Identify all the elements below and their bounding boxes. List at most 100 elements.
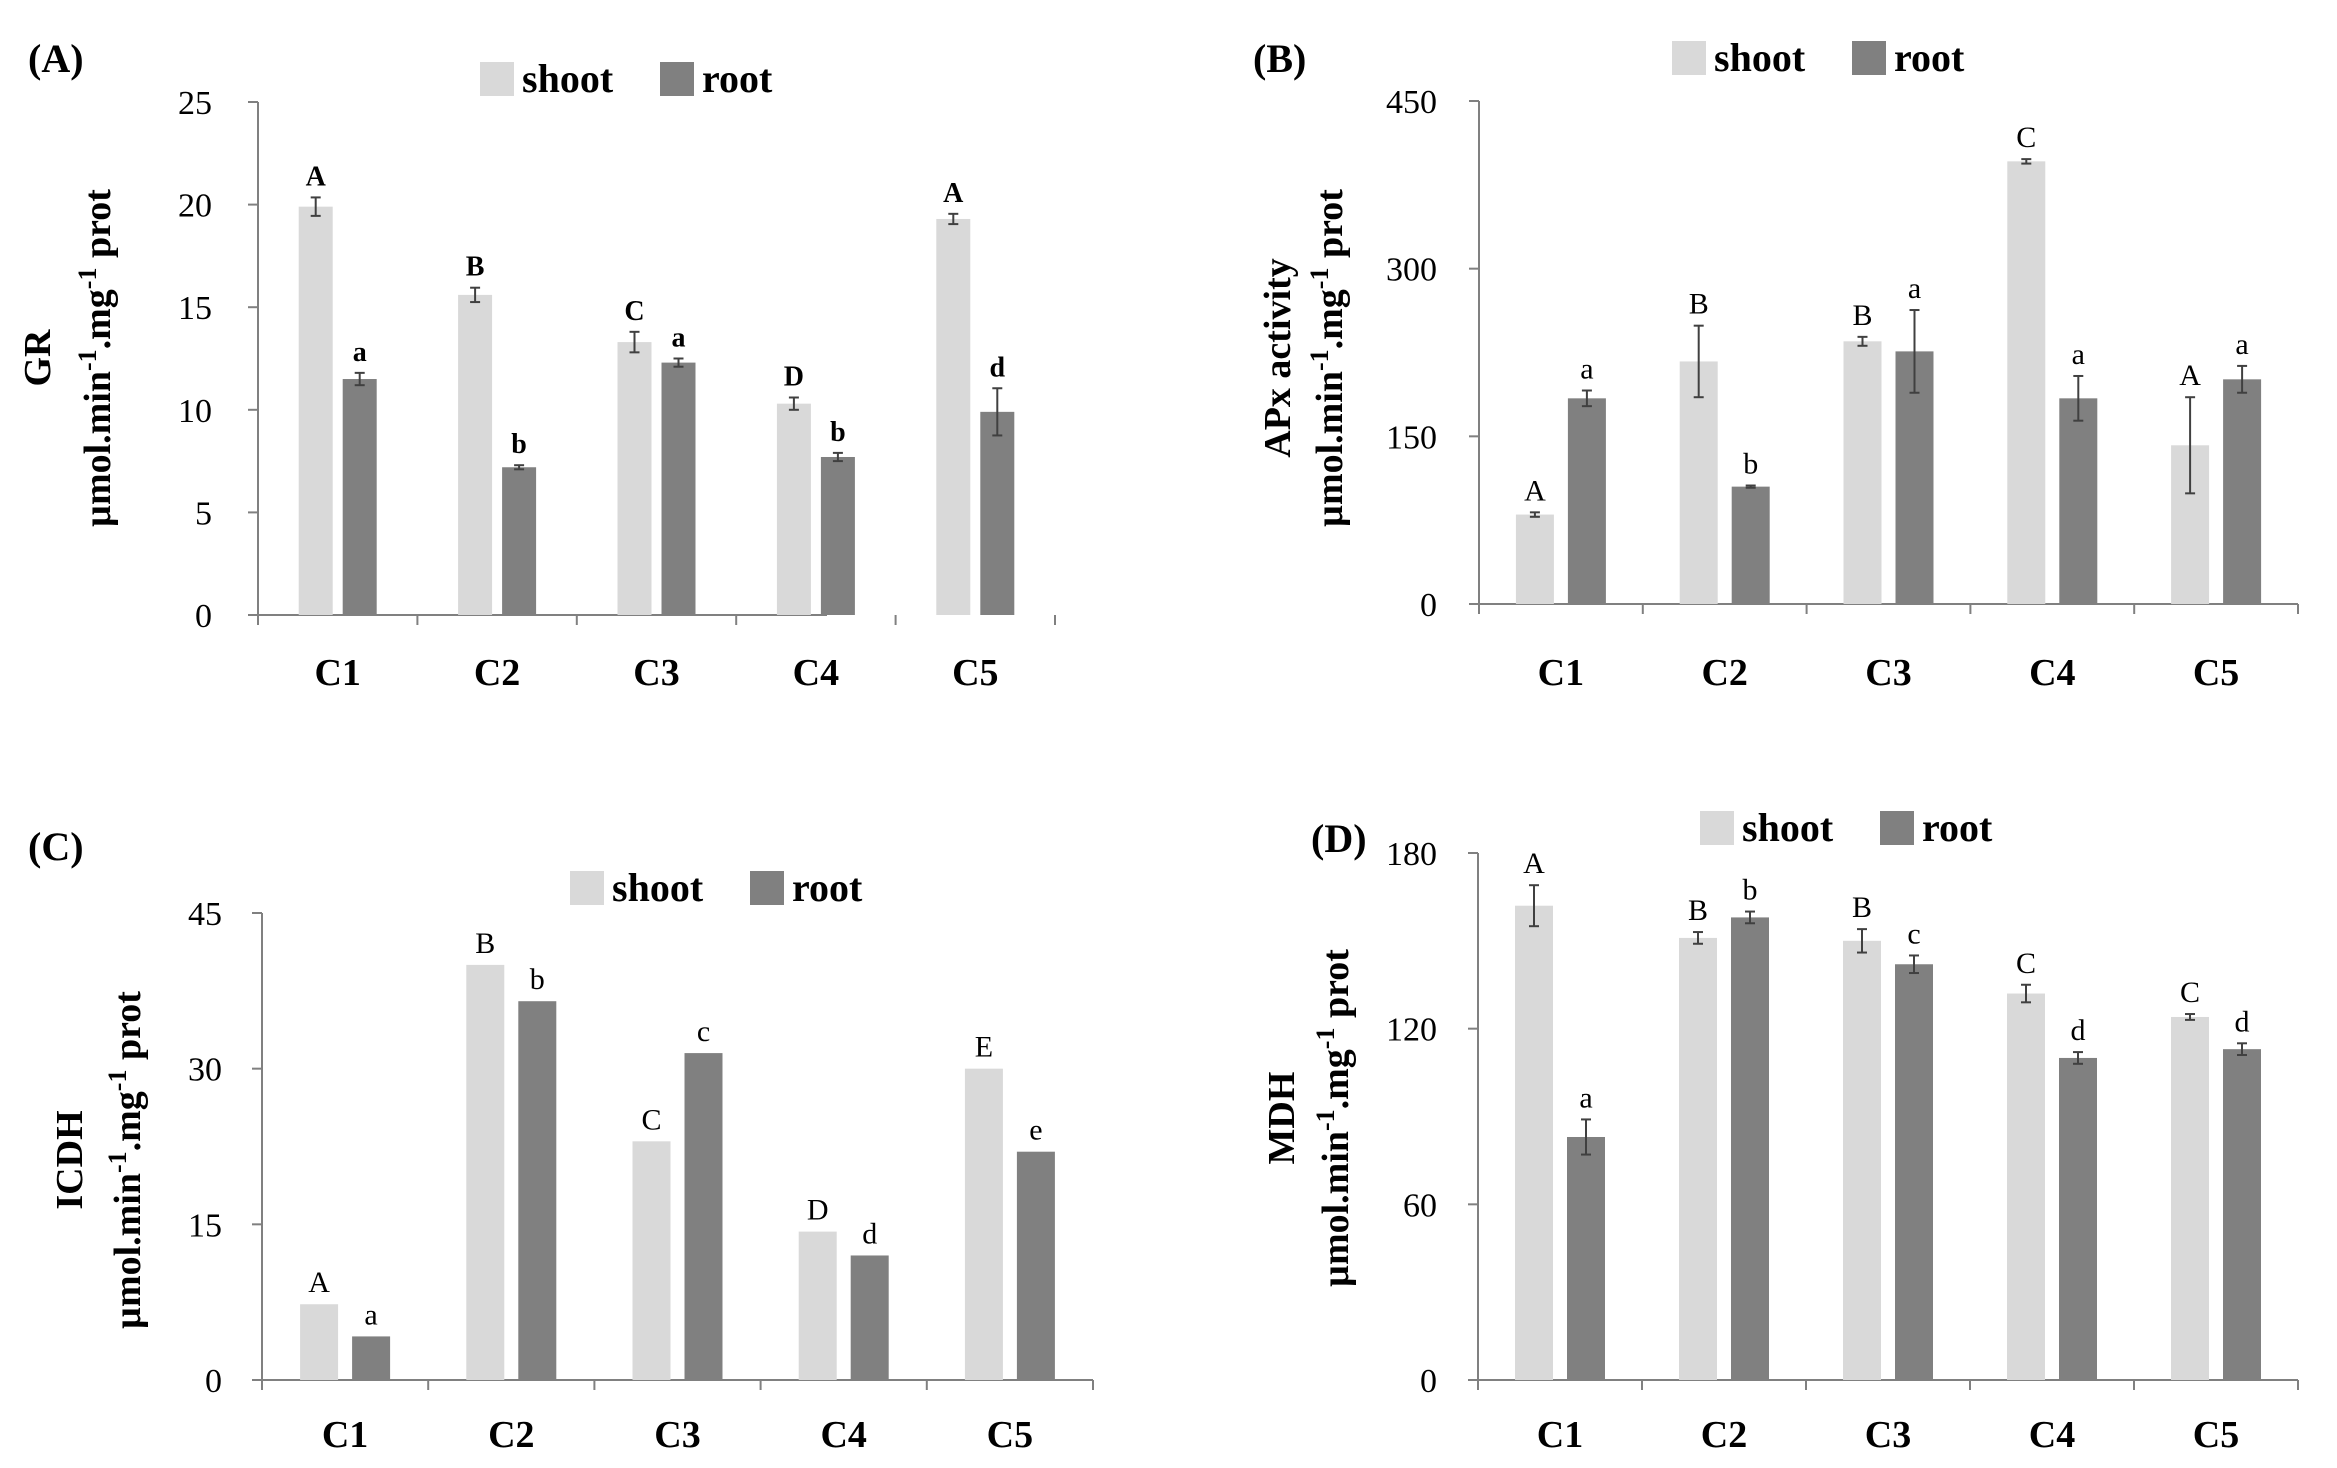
bar-root (1567, 398, 1606, 604)
bar-root (820, 456, 855, 615)
bar-shoot (776, 403, 811, 615)
significance-letter-root: b (1743, 448, 1758, 481)
ylabel-text: µmol.min (77, 371, 119, 527)
legend-swatch-shoot (1700, 811, 1734, 845)
bar-root (502, 467, 537, 615)
significance-letter-shoot: C (2180, 976, 2200, 1009)
ylabel-text: prot (77, 189, 119, 268)
panel-b: (B) shoot root 0 150 300 450 C1 Aa C2 Bb C3 Ba C4 Ca C5… (1253, 35, 2299, 694)
y-tick-label: 0 (205, 1363, 222, 1400)
ylabel-superscript: -1 (73, 349, 102, 371)
bar-shoot (1843, 341, 1882, 604)
y-tick-label: 120 (1386, 1012, 1437, 1049)
category-label: C3 (1865, 652, 1911, 694)
bar-shoot (300, 1304, 339, 1380)
bar-shoot (1679, 937, 1717, 1380)
significance-letter-shoot: B (466, 252, 485, 283)
y-tick-label: 15 (188, 1207, 222, 1244)
significance-letter-shoot: E (975, 1031, 993, 1064)
significance-letter-root: c (697, 1015, 710, 1048)
bar-root (2059, 398, 2098, 604)
significance-letter-shoot: A (943, 178, 964, 209)
significance-letter-shoot: A (1523, 847, 1545, 880)
bar-shoot (936, 218, 971, 616)
category-label: C2 (1701, 652, 1747, 694)
significance-letter-root: a (2072, 338, 2085, 371)
ylabel-text: .mg (1309, 289, 1351, 349)
bar-shoot (1515, 514, 1554, 604)
panel-label: (A) (28, 36, 84, 81)
significance-letter-shoot: B (475, 927, 495, 960)
y-axis-units: µmol.min-1.mg-1 prot (103, 991, 150, 1329)
bar-root (2059, 1057, 2097, 1380)
category-label: C1 (1538, 652, 1584, 694)
y-tick-label: 25 (178, 85, 212, 122)
bar-shoot (2007, 993, 2045, 1380)
bar-root (850, 1255, 889, 1380)
panel-c: (C) shoot root 0 15 30 45 C1 Aa C2 Bb C3 Cc C4 Dd C5 Ee I… (28, 824, 1094, 1456)
bar-shoot (964, 1068, 1003, 1380)
y-tick-label: 10 (178, 393, 212, 430)
legend: shoot root (480, 56, 773, 101)
y-tick-label: 150 (1386, 419, 1437, 456)
category-label: C2 (488, 1414, 534, 1456)
legend-label-root: root (1922, 805, 1993, 850)
y-axis-units: µmol.min-1.mg-1 prot (73, 189, 120, 527)
ylabel-superscript: -1 (1311, 1109, 1340, 1131)
legend-swatch-root (660, 62, 694, 96)
bar-shoot (298, 206, 333, 616)
legend-label-root: root (1894, 35, 1965, 80)
ylabel-text: .mg (77, 289, 119, 349)
y-tick-label: 15 (178, 290, 212, 327)
y-tick-label: 180 (1386, 836, 1437, 873)
ylabel-superscript: -1 (1311, 1028, 1340, 1050)
significance-letter-root: c (1907, 917, 1920, 950)
ylabel-superscript: -1 (73, 268, 102, 290)
category-label: C2 (474, 652, 520, 694)
bar-root (518, 1001, 557, 1380)
significance-letter-root: d (990, 352, 1006, 383)
panel-label: (D) (1311, 816, 1367, 861)
bar-shoot (458, 294, 493, 615)
significance-letter-shoot: D (807, 1194, 829, 1227)
category-label: C1 (314, 652, 360, 694)
legend-swatch-root (1852, 41, 1886, 75)
bar-root (661, 362, 696, 615)
y-tick-label: 60 (1403, 1187, 1437, 1224)
y-axis-title: MDH (1261, 1072, 1303, 1165)
significance-letter-shoot: A (1524, 474, 1546, 507)
bar-root (1731, 486, 1770, 604)
significance-letter-root: b (1743, 874, 1758, 907)
significance-letter-root: d (2071, 1014, 2086, 1047)
bar-shoot (617, 342, 652, 615)
legend-swatch-shoot (480, 62, 514, 96)
y-tick-label: 450 (1386, 84, 1437, 121)
ylabel-text: µmol.min (107, 1173, 149, 1329)
significance-letter-shoot: A (308, 1266, 330, 1299)
bar-root (1567, 1136, 1605, 1380)
category-label: C5 (987, 1414, 1033, 1456)
significance-letter-root: a (1579, 1081, 1592, 1114)
significance-letter-root: a (672, 323, 686, 354)
significance-letter-shoot: C (624, 296, 644, 327)
bar-shoot (798, 1231, 837, 1380)
panel-label: (B) (1253, 36, 1306, 81)
ylabel-superscript: -1 (1305, 349, 1334, 371)
bar-root (352, 1336, 391, 1380)
legend: shoot root (1700, 805, 1993, 850)
y-tick-label: 0 (1420, 587, 1437, 624)
legend-label-shoot: shoot (522, 56, 614, 101)
significance-letter-root: a (364, 1298, 377, 1331)
significance-letter-shoot: D (784, 361, 804, 392)
bar-root (1731, 917, 1769, 1380)
bar-shoot (2171, 1016, 2209, 1380)
bar-root (2223, 1049, 2261, 1380)
legend: shoot root (1672, 35, 1965, 80)
legend-swatch-shoot (1672, 41, 1706, 75)
legend: shoot root (570, 865, 863, 910)
y-tick-label: 20 (178, 188, 212, 225)
bar-root (1016, 1151, 1055, 1380)
category-label: C3 (1865, 1414, 1911, 1456)
significance-letter-root: a (353, 337, 367, 368)
